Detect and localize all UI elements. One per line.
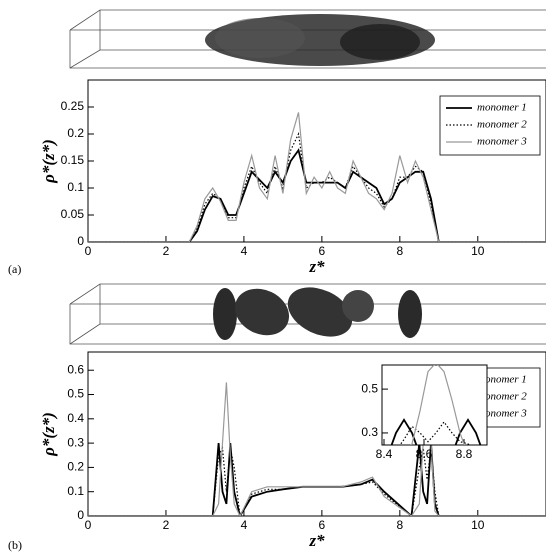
y-tick-label: 0.15 — [61, 153, 85, 167]
y-tick-label: 0.3 — [67, 435, 84, 449]
y-tick-label: 0.1 — [67, 180, 84, 194]
legend-label: monomer 3 — [477, 136, 527, 148]
y-tick-label: 0.4 — [67, 411, 84, 425]
x-tick-label: 8.8 — [456, 447, 473, 461]
y-tick-label: 0.25 — [61, 99, 85, 113]
y-tick-label: 0.5 — [67, 387, 84, 401]
plot-frame — [381, 364, 488, 446]
x-tick-label: 8 — [396, 244, 403, 258]
y-tick-label: 0 — [77, 508, 84, 522]
x-tick-label: 4 — [241, 244, 248, 258]
legend-label: monomer 2 — [477, 119, 527, 131]
x-tick-label: 8.4 — [376, 447, 393, 461]
x-tick-label: 2 — [163, 518, 170, 532]
y-tick-label: 0.1 — [67, 484, 84, 498]
simulation-box-a — [69, 9, 546, 69]
y-tick-label: 0.6 — [67, 362, 84, 376]
y-tick-label: 0.2 — [67, 460, 84, 474]
x-axis-label: z* — [308, 531, 325, 550]
y-axis-label: ρ*(z*) — [39, 139, 58, 184]
simulation-box-b — [69, 283, 546, 345]
y-tick-label: 0.2 — [67, 126, 84, 140]
y-tick-label: 0.3 — [361, 425, 378, 439]
series-line — [88, 131, 546, 242]
series-line — [88, 112, 546, 242]
series-line — [88, 148, 546, 242]
series-line — [399, 420, 471, 445]
x-tick-label: 0 — [85, 244, 92, 258]
x-tick-label: 6 — [319, 518, 326, 532]
legend-label: monomer 1 — [477, 102, 527, 114]
y-tick-label: 0.05 — [61, 207, 85, 221]
y-axis-label: ρ*(z*) — [39, 412, 58, 457]
panel-label: (b) — [8, 538, 22, 552]
x-tick-label: 2 — [163, 244, 170, 258]
x-tick-label: 8 — [396, 518, 403, 532]
x-tick-label: 8.6 — [416, 447, 433, 461]
x-tick-label: 10 — [471, 518, 485, 532]
y-tick-label: 0 — [77, 234, 84, 248]
x-tick-label: 0 — [85, 518, 92, 532]
x-tick-label: 6 — [319, 244, 326, 258]
x-tick-label: 4 — [241, 518, 248, 532]
y-tick-label: 0.5 — [361, 381, 378, 395]
legend-label: monomer 2 — [477, 391, 527, 403]
series-line — [390, 418, 482, 445]
panel-label: (a) — [8, 262, 21, 276]
legend-label: monomer 1 — [477, 374, 527, 386]
x-tick-label: 10 — [471, 244, 485, 258]
x-axis-label: z* — [308, 257, 325, 276]
legend-label: monomer 3 — [477, 408, 527, 420]
